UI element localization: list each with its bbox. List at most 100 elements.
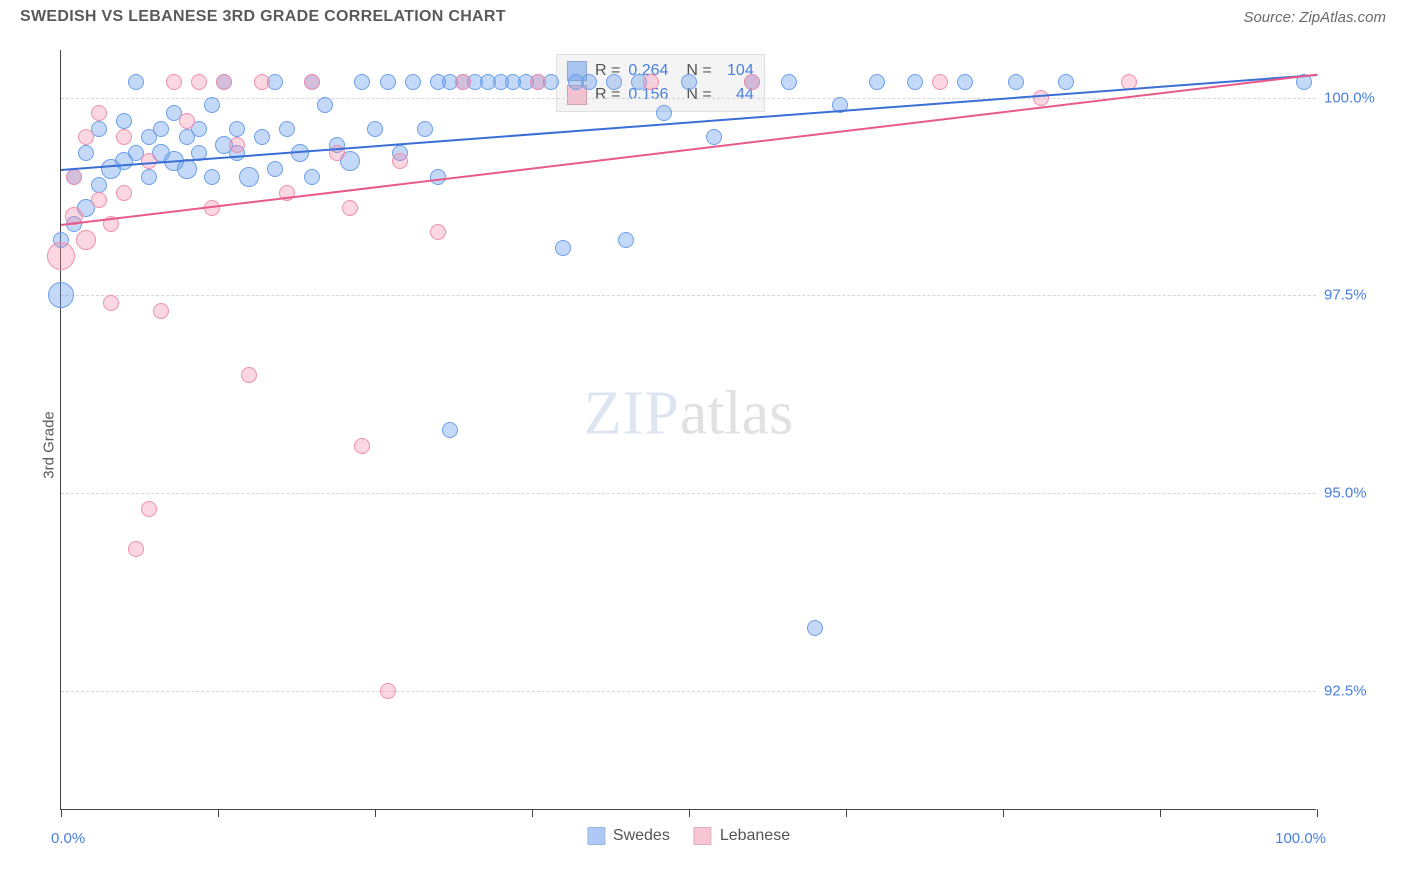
data-point <box>781 74 797 90</box>
data-point <box>254 74 270 90</box>
data-point <box>103 295 119 311</box>
data-point <box>1008 74 1024 90</box>
series-legend: Swedes Lebanese <box>587 827 790 845</box>
y-tick-label: 95.0% <box>1324 485 1384 502</box>
data-point <box>1058 74 1074 90</box>
data-point <box>354 74 370 90</box>
data-point <box>279 121 295 137</box>
data-point <box>354 438 370 454</box>
data-point <box>430 224 446 240</box>
x-tick <box>1003 809 1004 817</box>
data-point <box>417 121 433 137</box>
data-point <box>229 137 245 153</box>
x-tick <box>1160 809 1161 817</box>
watermark-part2: atlas <box>680 380 794 448</box>
data-point <box>216 74 232 90</box>
plot-area: ZIPatlas R =0.264N =104R =0.156N =44 0.0… <box>60 50 1316 810</box>
y-tick-label: 92.5% <box>1324 683 1384 700</box>
data-point <box>47 242 75 270</box>
data-point <box>581 74 597 90</box>
legend-swatch <box>587 827 605 845</box>
data-point <box>66 169 82 185</box>
chart-title: SWEDISH VS LEBANESE 3RD GRADE CORRELATIO… <box>20 8 506 26</box>
data-point <box>128 74 144 90</box>
data-point <box>304 169 320 185</box>
legend-swatch <box>694 827 712 845</box>
data-point <box>744 74 760 90</box>
watermark-part1: ZIP <box>584 380 680 448</box>
data-point <box>342 200 358 216</box>
y-tick-label: 97.5% <box>1324 287 1384 304</box>
data-point <box>367 121 383 137</box>
data-point <box>91 105 107 121</box>
data-point <box>239 167 259 187</box>
x-tick <box>61 809 62 817</box>
y-tick-label: 100.0% <box>1324 89 1384 106</box>
watermark: ZIPatlas <box>584 379 794 450</box>
data-point <box>392 153 408 169</box>
legend-row: R =0.156N =44 <box>567 83 754 107</box>
x-axis-max-label: 100.0% <box>1275 830 1326 847</box>
data-point <box>907 74 923 90</box>
data-point <box>204 169 220 185</box>
data-point <box>681 74 697 90</box>
x-tick <box>218 809 219 817</box>
series-legend-item: Swedes <box>587 827 670 845</box>
data-point <box>380 74 396 90</box>
data-point <box>455 74 471 90</box>
data-point <box>656 105 672 121</box>
data-point <box>267 161 283 177</box>
grid-line <box>61 691 1316 692</box>
data-point <box>869 74 885 90</box>
chart-container: 3rd Grade ZIPatlas R =0.264N =104R =0.15… <box>60 50 1386 840</box>
x-tick <box>375 809 376 817</box>
x-tick <box>689 809 690 817</box>
data-point <box>116 113 132 129</box>
data-point <box>380 683 396 699</box>
data-point <box>807 620 823 636</box>
x-tick <box>846 809 847 817</box>
data-point <box>254 129 270 145</box>
data-point <box>128 541 144 557</box>
data-point <box>643 74 659 90</box>
x-tick <box>532 809 533 817</box>
data-point <box>116 185 132 201</box>
data-point <box>241 367 257 383</box>
data-point <box>78 145 94 161</box>
data-point <box>191 74 207 90</box>
data-point <box>618 232 634 248</box>
data-point <box>555 240 571 256</box>
data-point <box>153 121 169 137</box>
data-point <box>204 97 220 113</box>
x-tick <box>1317 809 1318 817</box>
data-point <box>317 97 333 113</box>
data-point <box>78 129 94 145</box>
data-point <box>76 230 96 250</box>
data-point <box>1033 90 1049 106</box>
grid-line <box>61 493 1316 494</box>
data-point <box>957 74 973 90</box>
data-point <box>442 422 458 438</box>
data-point <box>706 129 722 145</box>
grid-line <box>61 295 1316 296</box>
legend-label: Swedes <box>613 827 670 845</box>
data-point <box>932 74 948 90</box>
y-axis-title: 3rd Grade <box>40 411 57 479</box>
chart-header: SWEDISH VS LEBANESE 3RD GRADE CORRELATIO… <box>0 0 1406 30</box>
data-point <box>606 74 622 90</box>
data-point <box>91 192 107 208</box>
data-point <box>430 169 446 185</box>
x-axis-min-label: 0.0% <box>51 830 85 847</box>
data-point <box>91 177 107 193</box>
data-point <box>530 74 546 90</box>
data-point <box>229 121 245 137</box>
data-point <box>405 74 421 90</box>
data-point <box>153 303 169 319</box>
data-point <box>141 153 157 169</box>
series-legend-item: Lebanese <box>694 827 790 845</box>
legend-label: Lebanese <box>720 827 790 845</box>
data-point <box>141 501 157 517</box>
data-point <box>48 282 74 308</box>
data-point <box>116 129 132 145</box>
chart-source: Source: ZipAtlas.com <box>1243 9 1386 26</box>
